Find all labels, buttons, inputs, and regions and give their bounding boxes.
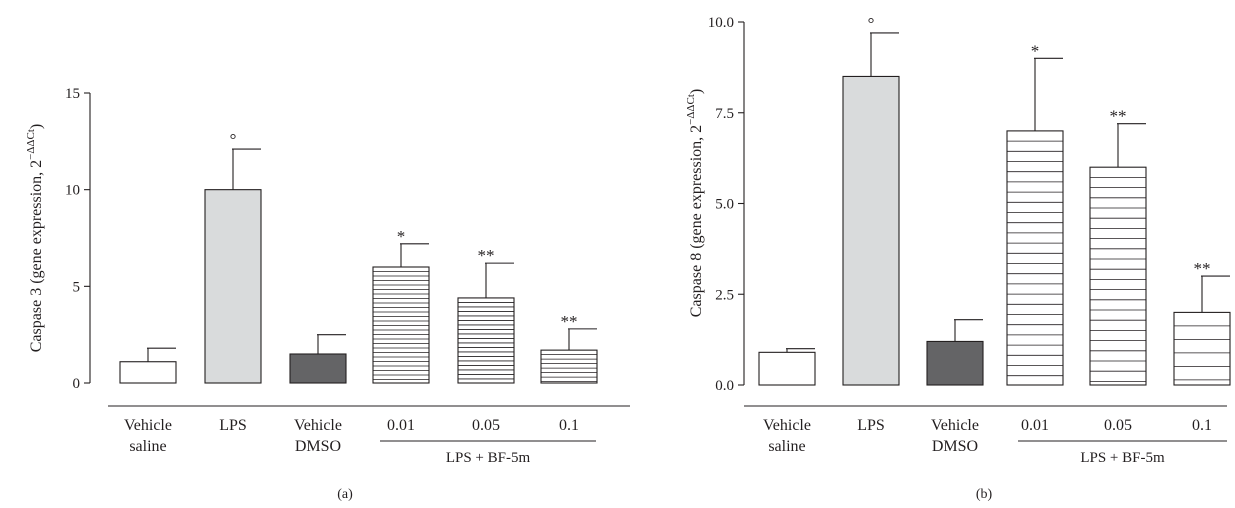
group-label: LPS + BF-5m <box>446 450 531 466</box>
category-label: 0.1 <box>559 417 579 434</box>
category-label: saline <box>129 438 166 455</box>
category-label: 0.05 <box>472 417 500 434</box>
panel-b-chart: 0.0 2.5 5.0 7.5 10.0 Caspase 8 (gene expressi… <box>685 14 1231 502</box>
y-tick-label: 5 <box>73 279 81 295</box>
category-label: Vehicle <box>294 417 342 434</box>
category-label: 0.05 <box>1104 417 1132 434</box>
panel-label: (b) <box>976 487 993 502</box>
y-axis-label: Caspase 3 (gene expression, 2−ΔΔCt) <box>25 124 45 352</box>
bar <box>1006 130 1064 386</box>
y-tick-label: 10 <box>65 183 80 199</box>
category-label: DMSO <box>295 438 341 455</box>
category-label: LPS <box>219 417 247 434</box>
bar <box>372 266 430 384</box>
y-tick-label: 0.0 <box>715 378 734 394</box>
category-label: 0.01 <box>387 417 415 434</box>
category-label: Vehicle <box>763 417 811 434</box>
y-tick-label: 10.0 <box>708 15 734 31</box>
category-label: 0.01 <box>1021 417 1049 434</box>
significance-marker: * <box>397 227 406 246</box>
category-label: Vehicle <box>931 417 979 434</box>
y-tick-label: 0 <box>73 376 81 392</box>
y-tick-label: 15 <box>65 86 80 102</box>
bar <box>926 340 984 386</box>
category-label: 0.1 <box>1192 417 1212 434</box>
panel-label: (a) <box>337 487 353 502</box>
y-axis-label: Caspase 8 (gene expression, 2−ΔΔCt) <box>685 89 705 317</box>
group-label: LPS + BF-5m <box>1080 450 1165 466</box>
significance-marker: ° <box>230 130 237 149</box>
category-label: Vehicle <box>124 417 172 434</box>
bar <box>758 351 816 386</box>
bar <box>842 75 900 386</box>
significance-marker: * <box>1031 41 1040 60</box>
category-label: DMSO <box>932 438 978 455</box>
bar <box>119 361 177 384</box>
y-tick-label: 2.5 <box>715 287 734 303</box>
significance-marker: ** <box>478 246 495 265</box>
bar <box>289 353 347 384</box>
significance-marker: ** <box>1110 107 1127 126</box>
y-tick-label: 5.0 <box>715 197 734 213</box>
bar <box>1089 166 1147 386</box>
bar <box>540 349 598 384</box>
category-label: saline <box>768 438 805 455</box>
category-label: LPS <box>857 417 885 434</box>
bar <box>204 189 262 384</box>
panel-a-chart: 0 5 10 15 Caspase 3 (gene expression, 2−ΔΔCt… <box>25 86 630 502</box>
bar <box>1173 311 1231 386</box>
y-tick-label: 7.5 <box>715 106 734 122</box>
significance-marker: ** <box>561 312 578 331</box>
bar <box>457 297 515 384</box>
significance-marker: ** <box>1194 259 1211 278</box>
significance-marker: ° <box>868 14 875 33</box>
